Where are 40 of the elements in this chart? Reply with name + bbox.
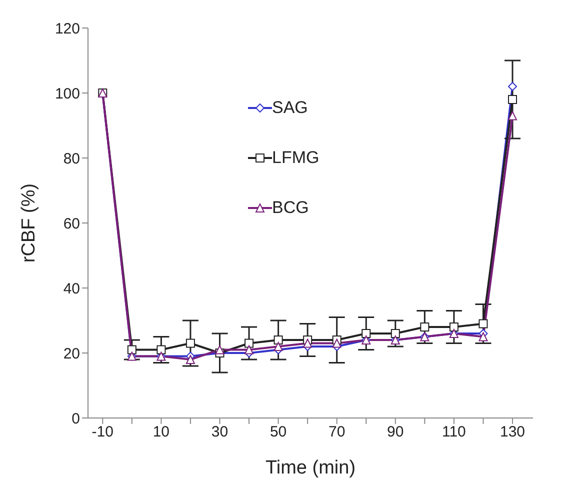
- point: [274, 342, 283, 351]
- point: [508, 95, 518, 104]
- x-tick-label: 70: [328, 424, 346, 441]
- x-tick-label: -10: [92, 424, 114, 441]
- point: [390, 329, 400, 338]
- y-tick-label: 80: [63, 150, 80, 168]
- point: [156, 345, 166, 354]
- point: [127, 345, 136, 354]
- y-tick-label: 100: [54, 85, 80, 102]
- y-tick-label: 20: [63, 345, 80, 362]
- point: [508, 82, 518, 91]
- point: [332, 338, 342, 348]
- point: [449, 322, 458, 332]
- y-tick-label: 60: [63, 215, 80, 232]
- y-tick-label: 0: [72, 410, 80, 428]
- legend-label: BCG: [272, 198, 309, 218]
- x-tick-label: 90: [387, 424, 404, 441]
- point: [186, 338, 195, 348]
- y-tick-label: 120: [54, 20, 80, 38]
- x-tick-label: 10: [152, 424, 170, 441]
- legend-label: LFMG: [272, 148, 320, 168]
- x-tick-label: 50: [270, 424, 287, 441]
- legend-label: SAG: [272, 98, 308, 118]
- y-tick-label: 40: [63, 280, 80, 298]
- point: [186, 355, 195, 364]
- point: [420, 322, 430, 332]
- x-tick-label: 130: [500, 424, 526, 441]
- point: [244, 345, 254, 354]
- point: [478, 332, 488, 342]
- point: [508, 111, 518, 120]
- point: [362, 329, 371, 338]
- y-axis-title: rCBF (%): [18, 183, 40, 263]
- point: [478, 319, 488, 328]
- point: [274, 336, 283, 344]
- x-tick-label: 30: [211, 424, 228, 441]
- x-tick-label: 110: [442, 424, 466, 441]
- point: [215, 345, 224, 354]
- point: [303, 338, 312, 348]
- point: [244, 338, 254, 348]
- x-axis-title: Time (min): [265, 457, 356, 478]
